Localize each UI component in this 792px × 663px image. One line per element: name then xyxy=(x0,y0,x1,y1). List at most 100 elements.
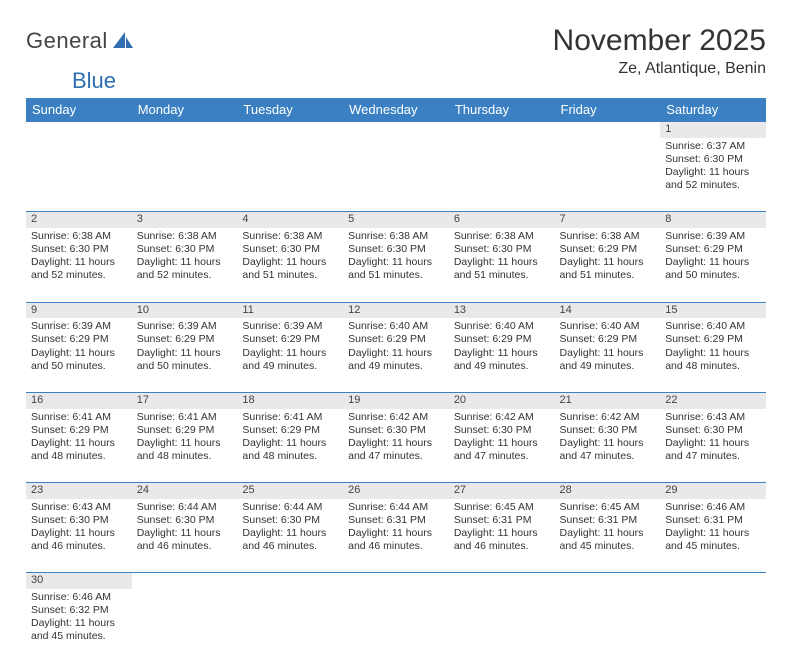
weekday-header: Tuesday xyxy=(237,98,343,122)
day-number-cell: 10 xyxy=(132,302,238,318)
day-content-cell: Sunrise: 6:40 AMSunset: 6:29 PMDaylight:… xyxy=(343,318,449,392)
daylight-text: Daylight: 11 hours and 48 minutes. xyxy=(665,347,761,373)
sunset-text: Sunset: 6:30 PM xyxy=(137,514,233,527)
sunrise-text: Sunrise: 6:39 AM xyxy=(665,230,761,243)
sunset-text: Sunset: 6:29 PM xyxy=(242,424,338,437)
day-content-cell xyxy=(449,138,555,212)
day-number-cell xyxy=(343,573,449,589)
sunrise-text: Sunrise: 6:44 AM xyxy=(242,501,338,514)
sunset-text: Sunset: 6:31 PM xyxy=(560,514,656,527)
day-number-cell: 20 xyxy=(449,392,555,408)
daylight-text: Daylight: 11 hours and 49 minutes. xyxy=(454,347,550,373)
day-content-cell xyxy=(343,589,449,663)
day-number-cell: 26 xyxy=(343,483,449,499)
sunset-text: Sunset: 6:29 PM xyxy=(137,333,233,346)
day-number-cell xyxy=(26,122,132,138)
sunset-text: Sunset: 6:30 PM xyxy=(665,153,761,166)
sunset-text: Sunset: 6:30 PM xyxy=(348,424,444,437)
day-content-cell: Sunrise: 6:44 AMSunset: 6:30 PMDaylight:… xyxy=(132,499,238,573)
day-content-cell: Sunrise: 6:38 AMSunset: 6:30 PMDaylight:… xyxy=(132,228,238,302)
weekday-header-row: SundayMondayTuesdayWednesdayThursdayFrid… xyxy=(26,98,766,122)
daylight-text: Daylight: 11 hours and 51 minutes. xyxy=(242,256,338,282)
day-number-cell: 18 xyxy=(237,392,343,408)
sunset-text: Sunset: 6:30 PM xyxy=(31,243,127,256)
day-number-cell: 22 xyxy=(660,392,766,408)
weekday-header: Saturday xyxy=(660,98,766,122)
daynum-row: 16171819202122 xyxy=(26,392,766,408)
daylight-text: Daylight: 11 hours and 50 minutes. xyxy=(665,256,761,282)
sunrise-text: Sunrise: 6:43 AM xyxy=(665,411,761,424)
daylight-text: Daylight: 11 hours and 49 minutes. xyxy=(242,347,338,373)
day-content-cell xyxy=(449,589,555,663)
sunrise-text: Sunrise: 6:40 AM xyxy=(454,320,550,333)
daylight-text: Daylight: 11 hours and 52 minutes. xyxy=(137,256,233,282)
sunrise-text: Sunrise: 6:40 AM xyxy=(348,320,444,333)
day-content-cell: Sunrise: 6:39 AMSunset: 6:29 PMDaylight:… xyxy=(26,318,132,392)
daynum-row: 9101112131415 xyxy=(26,302,766,318)
logo-text-blue: Blue xyxy=(72,68,792,94)
content-row: Sunrise: 6:41 AM Sunset: 6:29 PM Daylight:… xyxy=(26,409,766,483)
day-number-cell: 17 xyxy=(132,392,238,408)
daylight-text: Daylight: 11 hours and 46 minutes. xyxy=(137,527,233,553)
day-content-cell: Sunrise: 6:46 AMSunset: 6:31 PMDaylight:… xyxy=(660,499,766,573)
daylight-text: Daylight: 11 hours and 51 minutes. xyxy=(454,256,550,282)
sunrise-text: Sunrise: 6:38 AM xyxy=(454,230,550,243)
day-number-cell: 29 xyxy=(660,483,766,499)
day-number-cell: 28 xyxy=(555,483,661,499)
sunrise-text: Sunrise: 6:41 AM xyxy=(137,411,233,424)
daylight-text: Daylight: 11 hours and 50 minutes. xyxy=(31,347,127,373)
day-content-cell xyxy=(132,589,238,663)
sunrise-text: Sunrise: 6:41 AM xyxy=(31,411,127,424)
day-number-cell: 21 xyxy=(555,392,661,408)
daylight-text: Daylight: 11 hours and 45 minutes. xyxy=(560,527,656,553)
daynum-row: 30 xyxy=(26,573,766,589)
sunrise-text: Sunrise: 6:38 AM xyxy=(560,230,656,243)
day-content-cell: Sunrise: 6:42 AMSunset: 6:30 PMDaylight:… xyxy=(343,409,449,483)
day-number-cell: 1 xyxy=(660,122,766,138)
daylight-text: Daylight: 11 hours and 47 minutes. xyxy=(454,437,550,463)
sunrise-text: Sunrise: 6:39 AM xyxy=(31,320,127,333)
weekday-header: Sunday xyxy=(26,98,132,122)
sunset-text: Sunset: 6:30 PM xyxy=(454,424,550,437)
sunrise-text: Sunrise: 6:40 AM xyxy=(560,320,656,333)
sunset-text: Sunset: 6:31 PM xyxy=(454,514,550,527)
day-number-cell xyxy=(343,122,449,138)
month-title: November 2025 xyxy=(553,24,766,58)
content-row: Sunrise: 6:46 AMSunset: 6:32 PMDaylight:… xyxy=(26,589,766,663)
weekday-header: Thursday xyxy=(449,98,555,122)
sunset-text: Sunset: 6:30 PM xyxy=(137,243,233,256)
day-content-cell: Sunrise: 6:46 AMSunset: 6:32 PMDaylight:… xyxy=(26,589,132,663)
sunset-text: Sunset: 6:30 PM xyxy=(454,243,550,256)
daylight-text: Daylight: 11 hours and 46 minutes. xyxy=(242,527,338,553)
day-number-cell xyxy=(132,573,238,589)
day-content-cell: Sunrise: 6:38 AMSunset: 6:30 PMDaylight:… xyxy=(449,228,555,302)
day-content-cell: Sunrise: 6:41 AMSunset: 6:29 PMDaylight:… xyxy=(237,409,343,483)
daynum-row: 23242526272829 xyxy=(26,483,766,499)
daylight-text: Daylight: 11 hours and 48 minutes. xyxy=(31,437,127,463)
day-content-cell: Sunrise: 6:45 AMSunset: 6:31 PMDaylight:… xyxy=(449,499,555,573)
day-number-cell: 25 xyxy=(237,483,343,499)
sunrise-text: Sunrise: 6:45 AM xyxy=(454,501,550,514)
daylight-text: Daylight: 11 hours and 47 minutes. xyxy=(348,437,444,463)
day-content-cell: Sunrise: 6:40 AMSunset: 6:29 PMDaylight:… xyxy=(449,318,555,392)
sunset-text: Sunset: 6:30 PM xyxy=(31,514,127,527)
daylight-text: Daylight: 11 hours and 45 minutes. xyxy=(665,527,761,553)
sunrise-text: Sunrise: 6:42 AM xyxy=(560,411,656,424)
calendar-table: SundayMondayTuesdayWednesdayThursdayFrid… xyxy=(26,98,766,663)
day-content-cell xyxy=(555,589,661,663)
day-content-cell: Sunrise: 6:38 AMSunset: 6:30 PMDaylight:… xyxy=(343,228,449,302)
day-number-cell xyxy=(237,573,343,589)
day-content-cell: Sunrise: 6:39 AMSunset: 6:29 PMDaylight:… xyxy=(237,318,343,392)
sunrise-text: Sunrise: 6:44 AM xyxy=(137,501,233,514)
weekday-header: Wednesday xyxy=(343,98,449,122)
sunrise-text: Sunrise: 6:38 AM xyxy=(31,230,127,243)
day-content-cell: Sunrise: 6:39 AMSunset: 6:29 PMDaylight:… xyxy=(132,318,238,392)
day-number-cell: 4 xyxy=(237,212,343,228)
content-row: Sunrise: 6:39 AMSunset: 6:29 PMDaylight:… xyxy=(26,318,766,392)
day-number-cell: 9 xyxy=(26,302,132,318)
day-number-cell: 8 xyxy=(660,212,766,228)
logo-sail-icon xyxy=(112,31,134,49)
day-content-cell xyxy=(26,138,132,212)
day-content-cell: Sunrise: 6:44 AMSunset: 6:30 PMDaylight:… xyxy=(237,499,343,573)
sunset-text: Sunset: 6:29 PM xyxy=(454,333,550,346)
